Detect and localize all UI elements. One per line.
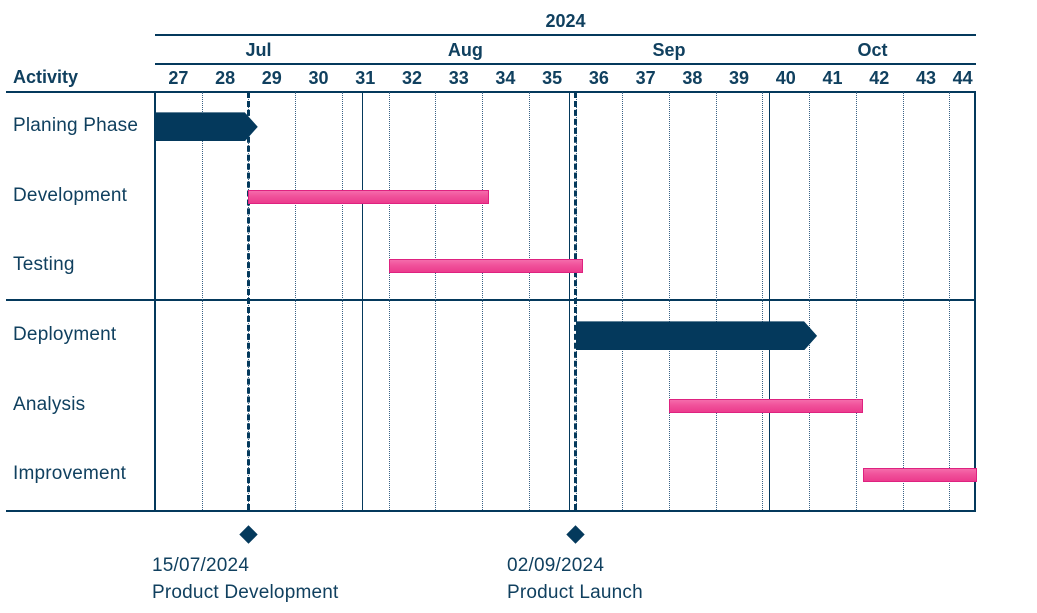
activity-label-analysis: Analysis bbox=[13, 393, 86, 415]
week-gridline-42 bbox=[855, 92, 857, 510]
week-label-44: 44 bbox=[952, 68, 973, 88]
week-label-30: 30 bbox=[308, 68, 329, 88]
group-separator-line bbox=[6, 299, 976, 301]
week-gridline-39 bbox=[715, 92, 717, 510]
week-label-33: 33 bbox=[448, 68, 469, 88]
milestone-diamond-1 bbox=[239, 524, 258, 544]
activity-column-header: Activity bbox=[13, 67, 79, 87]
week-label-28: 28 bbox=[215, 68, 236, 88]
title-divider-line bbox=[155, 34, 976, 36]
month-label-sep: Sep bbox=[652, 40, 686, 60]
week-label-31: 31 bbox=[355, 68, 376, 88]
week-gridline-34 bbox=[482, 92, 484, 510]
activity-label-development: Development bbox=[13, 184, 128, 206]
milestone-name: Product Launch bbox=[507, 582, 643, 603]
week-label-36: 36 bbox=[588, 68, 609, 88]
week-label-37: 37 bbox=[635, 68, 656, 88]
week-gridline-32 bbox=[388, 92, 390, 510]
week-label-34: 34 bbox=[495, 68, 516, 88]
week-label-43: 43 bbox=[915, 68, 936, 88]
gantt-bar-analysis bbox=[668, 398, 863, 413]
week-gridline-30 bbox=[295, 92, 297, 510]
activity-label-planing-phase: Planing Phase bbox=[13, 114, 139, 136]
month-label-oct: Oct bbox=[857, 40, 888, 60]
activity-label-testing: Testing bbox=[13, 254, 75, 276]
milestone-date: 15/07/2024 bbox=[152, 555, 250, 576]
milestone-label-block-2: 02/09/2024 Product Launch bbox=[507, 552, 643, 606]
week-gridline-33 bbox=[435, 92, 437, 510]
month-label-jul: Jul bbox=[245, 40, 272, 60]
week-gridline-41 bbox=[809, 92, 811, 510]
plot-bottom-border bbox=[6, 510, 976, 512]
month-label-aug: Aug bbox=[447, 40, 483, 60]
week-gridline-38 bbox=[668, 92, 670, 510]
milestone-line-1 bbox=[246, 92, 250, 510]
week-gridline-40 bbox=[762, 92, 764, 510]
week-label-40: 40 bbox=[775, 68, 796, 88]
month-boundary-line-oct bbox=[769, 92, 771, 510]
week-label-39: 39 bbox=[729, 68, 750, 88]
gantt-bar-planing-phase bbox=[155, 112, 258, 141]
week-label-29: 29 bbox=[261, 68, 282, 88]
week-gridline-37 bbox=[622, 92, 624, 510]
plot-right-border bbox=[974, 92, 976, 510]
gantt-bar-deployment bbox=[576, 321, 818, 350]
chart-title: 2024 bbox=[545, 11, 586, 31]
month-boundary-line-aug bbox=[361, 92, 363, 510]
month-boundary-line-sep bbox=[568, 92, 570, 510]
week-gridline-43 bbox=[902, 92, 904, 510]
milestone-date: 02/09/2024 bbox=[507, 555, 605, 576]
week-label-38: 38 bbox=[682, 68, 703, 88]
week-gridline-28 bbox=[201, 92, 203, 510]
week-label-35: 35 bbox=[542, 68, 563, 88]
week-label-27: 27 bbox=[168, 68, 189, 88]
week-gridline-35 bbox=[528, 92, 530, 510]
activity-label-deployment: Deployment bbox=[13, 323, 117, 345]
milestone-name: Product Development bbox=[152, 582, 339, 603]
week-label-42: 42 bbox=[869, 68, 890, 88]
gantt-bar-improvement bbox=[862, 468, 978, 483]
month-divider-line bbox=[155, 63, 976, 65]
milestone-line-2 bbox=[574, 92, 578, 510]
milestone-label-block-1: 15/07/2024 Product Development bbox=[152, 552, 339, 606]
week-gridline-44 bbox=[949, 92, 951, 510]
activity-header-divider bbox=[6, 91, 976, 93]
milestone-diamond-2 bbox=[566, 524, 585, 544]
activity-label-improvement: Improvement bbox=[13, 463, 127, 485]
week-label-41: 41 bbox=[822, 68, 843, 88]
plot-left-border bbox=[154, 92, 156, 510]
gantt-bar-development bbox=[248, 189, 490, 204]
week-label-32: 32 bbox=[401, 68, 422, 88]
week-gridline-31 bbox=[341, 92, 343, 510]
gantt-bar-testing bbox=[388, 259, 583, 274]
